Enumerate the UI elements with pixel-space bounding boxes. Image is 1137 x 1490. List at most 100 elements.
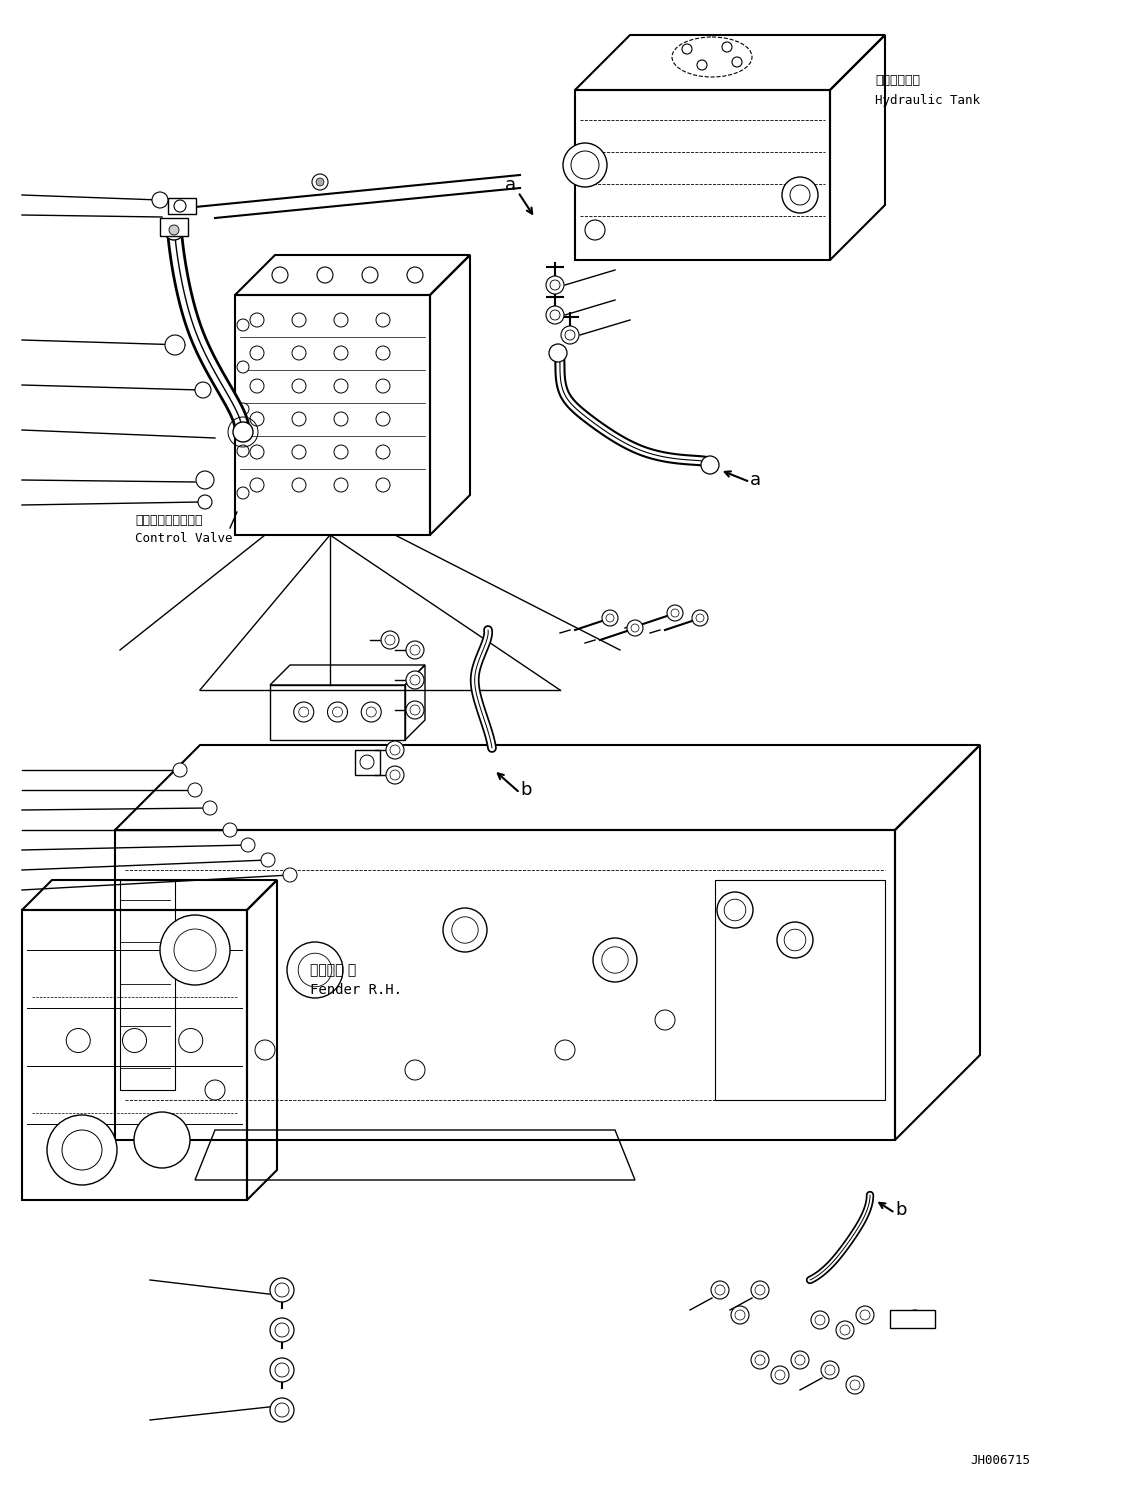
Circle shape: [682, 45, 692, 54]
Circle shape: [385, 741, 404, 758]
Circle shape: [755, 1354, 765, 1365]
Circle shape: [860, 1310, 870, 1320]
Circle shape: [406, 670, 424, 688]
Text: コントロールバルブ: コントロールバルブ: [135, 514, 202, 526]
Circle shape: [692, 609, 708, 626]
Circle shape: [594, 939, 637, 982]
Circle shape: [250, 413, 264, 426]
Circle shape: [376, 346, 390, 361]
Circle shape: [205, 1080, 225, 1100]
Text: a: a: [505, 176, 515, 194]
Circle shape: [262, 852, 275, 867]
Text: フェンダ 右: フェンダ 右: [310, 963, 356, 977]
Circle shape: [836, 1322, 854, 1340]
Circle shape: [586, 221, 605, 240]
Circle shape: [123, 1028, 147, 1052]
Circle shape: [451, 916, 479, 943]
Circle shape: [549, 344, 567, 362]
Circle shape: [717, 893, 753, 928]
Circle shape: [777, 922, 813, 958]
Text: b: b: [520, 781, 531, 799]
Circle shape: [250, 478, 264, 492]
Circle shape: [269, 1319, 294, 1342]
Circle shape: [223, 822, 236, 837]
Circle shape: [376, 378, 390, 393]
Text: a: a: [750, 471, 761, 489]
Circle shape: [390, 745, 400, 755]
Circle shape: [236, 361, 249, 372]
Circle shape: [287, 942, 343, 998]
Circle shape: [715, 1284, 725, 1295]
Circle shape: [204, 802, 217, 815]
Circle shape: [752, 1351, 769, 1369]
Circle shape: [283, 869, 297, 882]
Circle shape: [334, 413, 348, 426]
Circle shape: [811, 1311, 829, 1329]
Circle shape: [165, 335, 185, 355]
Circle shape: [571, 150, 599, 179]
Circle shape: [565, 329, 575, 340]
Circle shape: [312, 174, 327, 191]
Circle shape: [250, 446, 264, 459]
Circle shape: [250, 346, 264, 361]
Circle shape: [196, 471, 214, 489]
Circle shape: [846, 1375, 864, 1395]
Circle shape: [250, 378, 264, 393]
Circle shape: [755, 1284, 765, 1295]
Circle shape: [546, 276, 564, 294]
Circle shape: [275, 1404, 289, 1417]
Circle shape: [292, 413, 306, 426]
Circle shape: [732, 57, 742, 67]
Circle shape: [269, 1357, 294, 1383]
Circle shape: [334, 478, 348, 492]
Circle shape: [795, 1354, 805, 1365]
Circle shape: [601, 609, 619, 626]
Text: 作動油タンク: 作動油タンク: [875, 73, 920, 86]
Circle shape: [410, 705, 420, 715]
Circle shape: [667, 605, 683, 621]
Circle shape: [366, 706, 376, 717]
Circle shape: [255, 1040, 275, 1059]
Circle shape: [735, 1310, 745, 1320]
Circle shape: [785, 930, 806, 951]
Circle shape: [360, 755, 374, 769]
Circle shape: [385, 635, 395, 645]
Circle shape: [390, 770, 400, 779]
Circle shape: [47, 1115, 117, 1185]
Circle shape: [334, 313, 348, 326]
Circle shape: [174, 200, 186, 212]
Circle shape: [840, 1325, 850, 1335]
Circle shape: [198, 495, 211, 510]
Circle shape: [236, 402, 249, 416]
Circle shape: [406, 641, 424, 659]
Circle shape: [188, 784, 202, 797]
Circle shape: [711, 1281, 729, 1299]
Circle shape: [381, 630, 399, 650]
Circle shape: [236, 446, 249, 457]
Circle shape: [405, 1059, 425, 1080]
Circle shape: [293, 702, 314, 723]
Circle shape: [298, 954, 332, 986]
Circle shape: [376, 446, 390, 459]
Circle shape: [696, 614, 704, 621]
Circle shape: [275, 1363, 289, 1377]
Circle shape: [334, 346, 348, 361]
Circle shape: [299, 706, 309, 717]
Circle shape: [327, 702, 348, 723]
Circle shape: [782, 177, 818, 213]
Circle shape: [722, 42, 732, 52]
Circle shape: [174, 928, 216, 971]
Circle shape: [275, 1283, 289, 1296]
Circle shape: [410, 675, 420, 685]
Circle shape: [702, 456, 719, 474]
Circle shape: [443, 907, 487, 952]
Circle shape: [671, 609, 679, 617]
Circle shape: [269, 1278, 294, 1302]
Circle shape: [275, 1323, 289, 1337]
Circle shape: [550, 280, 561, 291]
Circle shape: [362, 267, 377, 283]
Circle shape: [385, 766, 404, 784]
Text: Fender R.H.: Fender R.H.: [310, 983, 402, 997]
Circle shape: [164, 221, 184, 240]
Circle shape: [332, 706, 342, 717]
